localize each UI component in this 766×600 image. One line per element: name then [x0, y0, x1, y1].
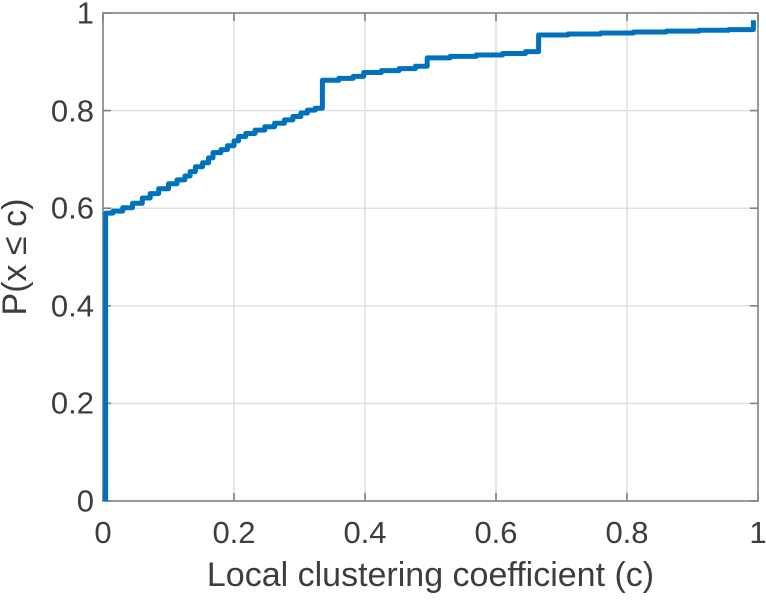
axis-frame: [102, 12, 759, 502]
x-tick-label-0.8: 0.8: [605, 515, 649, 550]
y-axis-label: P(x ≤ c): [0, 198, 34, 316]
y-tick-label-0.6: 0.6: [50, 190, 94, 226]
x-tick-label-0.6: 0.6: [474, 515, 518, 550]
y-tick-label-0.8: 0.8: [50, 93, 94, 129]
y-tick-label-0: 0: [76, 483, 94, 519]
x-tick-label-0.4: 0.4: [343, 515, 387, 550]
x-tick-label-0.2: 0.2: [212, 515, 256, 550]
x-tick-label-1: 1: [749, 515, 766, 550]
cdf-line: [103, 20, 756, 501]
y-tick-label-0.2: 0.2: [50, 385, 94, 421]
y-tick-label-0.4: 0.4: [50, 288, 94, 324]
y-tick-label-1: 1: [76, 0, 94, 31]
x-tick-label-0: 0: [94, 515, 112, 550]
x-axis-label: Local clustering coefficient (c): [206, 556, 655, 594]
